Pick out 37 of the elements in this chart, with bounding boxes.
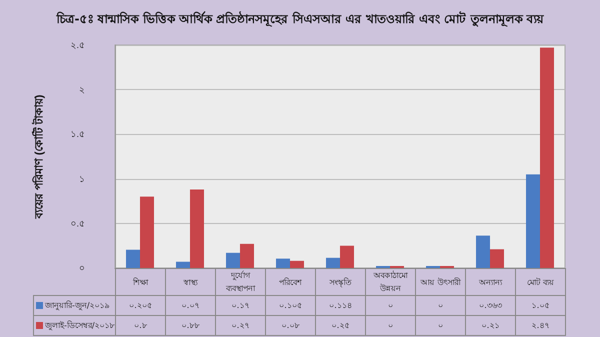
y-tick-label: ১ <box>79 174 85 184</box>
data-label: ০.১৭ <box>216 296 266 316</box>
data-label: ০.২৫ <box>316 316 366 336</box>
data-label: ০.২০৫ <box>116 296 166 316</box>
x-tick-label: স্বাস্থ্য <box>166 268 216 296</box>
y-tick-label: ০.৫ <box>70 218 85 228</box>
legend-label: জুলাই-ডিসেম্বর/২০১৮ <box>34 316 116 336</box>
data-label: ০ <box>366 296 416 316</box>
x-tick-label: আয় উৎসারী <box>416 268 466 296</box>
data-label: ০.৮৮ <box>166 316 216 336</box>
x-tick-label: মোট ব্যয় <box>516 268 566 296</box>
legend-label: জানুয়ারি-জুন/২০১৯ <box>34 296 116 316</box>
data-label: ০.৩৬৩ <box>466 296 516 316</box>
y-tick-label: ১.৫ <box>70 129 85 140</box>
data-label: ১.০৫ <box>516 296 566 316</box>
data-label: ০.১০৫ <box>266 296 316 316</box>
y-tick-label: ০ <box>79 263 85 273</box>
chart-title: চিত্র-৫ঃ ষান্মাসিক ভিত্তিক আর্থিক প্রতিষ্ঠানসমূহের সিএসআর এর খাতওয়ারি এবং মোট তুলনামূলক ব্যয় <box>56 11 544 28</box>
x-tick-label: অবকাঠামো উন্নয়ন <box>366 268 416 296</box>
y-tick-label: ২ <box>79 84 85 95</box>
x-tick-label: দুর্যোগ ব্যবস্থাপনা <box>216 268 266 296</box>
data-label: ০.২৭ <box>216 316 266 336</box>
data-label: ০ <box>416 296 466 316</box>
data-label: ২.৪৭ <box>516 316 566 336</box>
y-axis-title: ব্যয়ের পরিমাণ (কোটি টাকায়) <box>32 94 46 220</box>
x-tick-label: অন্যান্য <box>466 268 516 296</box>
data-label: ০ <box>366 316 416 336</box>
x-tick-label: পরিবেশ <box>266 268 316 296</box>
x-tick-label: শিক্ষা <box>116 268 166 296</box>
data-label: ০.০৭ <box>166 296 216 316</box>
data-label: ০.০৮ <box>266 316 316 336</box>
data-label: ০.২১ <box>466 316 516 336</box>
x-tick-label: সংস্কৃতি <box>316 268 366 296</box>
data-label: ০.১১৪ <box>316 296 366 316</box>
data-label: ০.৮ <box>116 316 166 336</box>
y-tick-label: ২.৫ <box>70 40 85 50</box>
data-label: ০ <box>416 316 466 336</box>
